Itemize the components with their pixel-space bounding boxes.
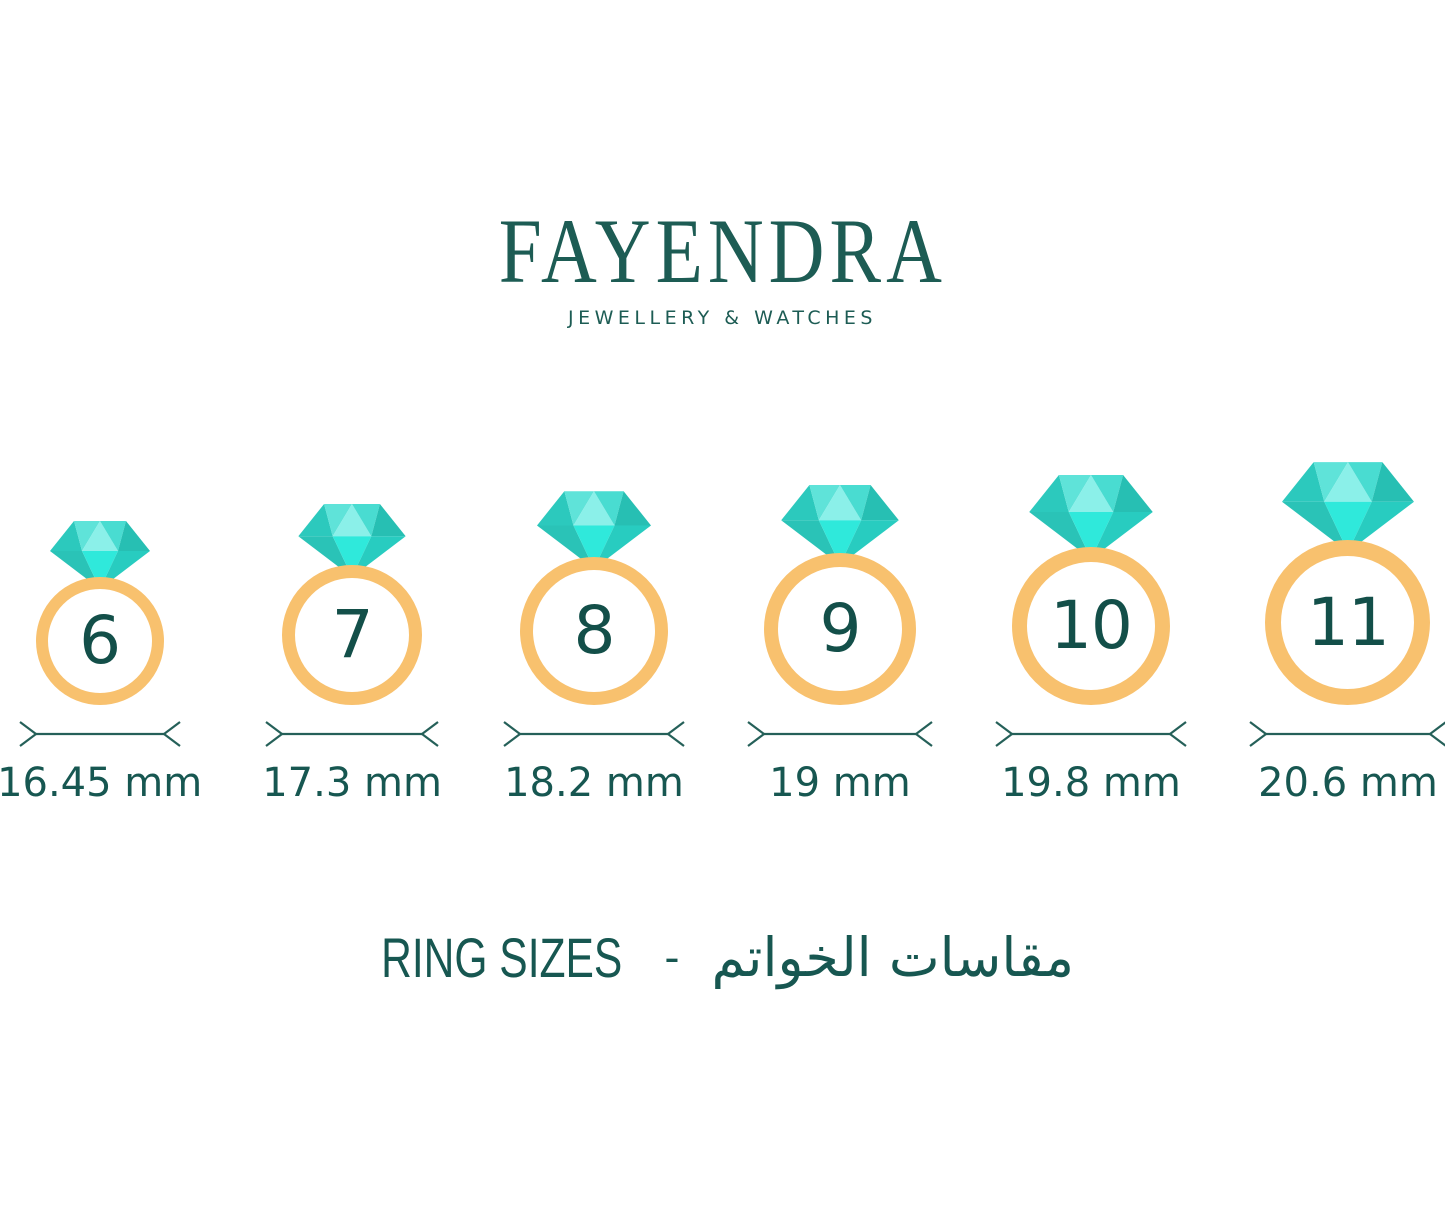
- brand-name: FAYENDRA: [498, 200, 947, 302]
- ring-figure-size-8: 8 18.2 mm: [502, 491, 686, 807]
- dimension-line: [265, 721, 439, 747]
- dimension-line: [503, 721, 685, 747]
- diameter-label: 18.2 mm: [504, 760, 684, 806]
- diameter-label: 20.6 mm: [1258, 760, 1438, 806]
- ring-band: 9: [763, 553, 916, 705]
- dimension-line: [18, 721, 181, 747]
- diamond-icon: [781, 485, 899, 565]
- footer-title: RING SIZES - مقاسات الخواتم: [0, 925, 1445, 990]
- brand-tagline: JEWELLERY & WATCHES: [568, 307, 877, 329]
- diamond-icon: [1029, 475, 1153, 559]
- ring-size-number: 11: [1306, 583, 1390, 661]
- ring-figure-size-10: 10 19.8 mm: [994, 475, 1188, 807]
- ring-band: 7: [282, 565, 423, 705]
- ring-size-number: 8: [573, 592, 615, 669]
- ring-size-number: 10: [1049, 587, 1133, 664]
- ring-figure-size-9: 9 19 mm: [746, 485, 934, 807]
- diameter-label: 19.8 mm: [1001, 760, 1181, 806]
- rings-row: 6 16.45 mm: [0, 462, 1445, 807]
- ring-size-number: 9: [819, 590, 861, 667]
- ring-size-number: 6: [79, 602, 121, 679]
- ring-band: 6: [35, 577, 164, 705]
- diamond-icon: [49, 521, 150, 589]
- diamond-icon: [1281, 462, 1414, 552]
- diamond-icon: [298, 504, 406, 577]
- footer-title-arabic: مقاسات الخواتم: [711, 926, 1075, 989]
- dimension-line: [995, 721, 1187, 747]
- footer-title-english: RING SIZES: [381, 926, 623, 989]
- ring-band: 8: [519, 557, 668, 705]
- ring-figure-size-7: 7 17.3 mm: [262, 504, 442, 807]
- brand-logo: FAYENDRA JEWELLERY & WATCHES: [456, 205, 990, 328]
- diameter-label: 19 mm: [769, 760, 911, 806]
- dimension-line: [1249, 721, 1445, 747]
- ring-figure-size-6: 6 16.45 mm: [0, 521, 202, 807]
- dimension-line: [747, 721, 933, 747]
- ring-band: 10: [1011, 547, 1170, 705]
- diameter-label: 17.3 mm: [262, 760, 442, 806]
- ring-figure-size-11: 11 20.6 mm: [1248, 462, 1445, 807]
- diamond-icon: [536, 491, 651, 569]
- footer-title-separator: -: [664, 933, 680, 982]
- ring-size-number: 7: [331, 596, 374, 673]
- diameter-label: 16.45 mm: [0, 760, 203, 806]
- ring-band: 11: [1265, 540, 1431, 705]
